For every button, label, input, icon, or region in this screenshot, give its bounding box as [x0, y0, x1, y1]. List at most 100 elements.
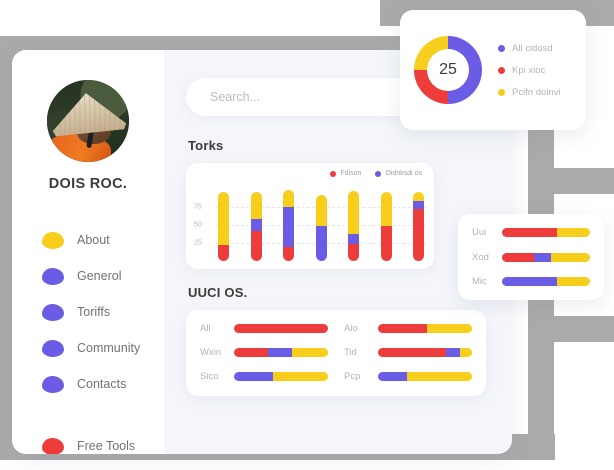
progress-segment: [234, 348, 268, 357]
search-placeholder: Search...: [210, 90, 261, 104]
bar: [218, 191, 229, 261]
progress-track: [234, 324, 328, 333]
legend-label: Kpi xioc: [512, 64, 546, 76]
sidebar-item-label: Toriffs: [77, 305, 111, 319]
progress-row: All: [200, 323, 328, 334]
bar: [283, 190, 294, 261]
progress-segment: [426, 324, 472, 333]
profile-name: DOIS ROC.: [48, 176, 128, 192]
sidebar-item-community[interactable]: Community: [42, 330, 164, 366]
bar: [315, 194, 327, 261]
sidebar-item-free-tools[interactable]: Free Tools: [42, 428, 164, 454]
progress-row-label: Tid: [344, 347, 357, 358]
bar-segment: [283, 190, 294, 208]
donut-chart: 25: [414, 36, 482, 104]
legend-item-fdison: Fdison: [330, 170, 361, 177]
sidebar-item-generol[interactable]: Generol: [42, 258, 164, 294]
bar-segment: [315, 194, 327, 227]
legend-dot-icon: [498, 88, 505, 96]
progress-segment: [407, 372, 472, 381]
donut-legend: All cidosd Kpi xioc Pcifn doinvi: [498, 43, 561, 98]
y-axis-tick-label: 75: [194, 203, 202, 211]
bar-segment: [413, 201, 424, 210]
bar-segment: [250, 191, 262, 220]
progress-row: Uui: [472, 227, 590, 238]
sidebar-item-toriffs[interactable]: Toriffs: [42, 294, 164, 330]
bar-segment: [250, 230, 262, 261]
progress-row: Aio: [344, 323, 472, 334]
progress-segment: [557, 228, 590, 237]
legend-label: Pcifn doinvi: [512, 86, 561, 98]
section-title-torks: Torks: [188, 138, 224, 153]
progress-row: Tid: [344, 347, 472, 358]
progress-track: [502, 277, 590, 286]
generol-blob-icon: [42, 267, 64, 285]
progress-segment: [557, 277, 590, 286]
backdrop-cutout-lower-right: [554, 342, 614, 434]
avatar-container: [12, 80, 164, 162]
bar-segment: [315, 226, 327, 261]
sidebar-nav: About Generol Toriffs Community Contacts: [12, 222, 164, 454]
progress-segment: [502, 228, 558, 237]
toriffs-blob-icon: [42, 303, 64, 321]
progress-track: [502, 228, 590, 237]
progress-segment: [502, 252, 534, 262]
sidebar-item-contacts[interactable]: Contacts: [42, 366, 164, 402]
legend-dot-icon: [375, 170, 382, 177]
progress-segment: [292, 348, 328, 357]
progress-row: Sico: [200, 371, 328, 382]
y-axis-tick-label: 25: [194, 239, 202, 247]
donut-legend-item-pcifn-doinvi: Pcifn doinvi: [498, 87, 561, 98]
donut-legend-item-all-cidosd: All cidosd: [498, 43, 561, 54]
progress-track: [378, 324, 472, 333]
progress-row: Pcp: [344, 371, 472, 382]
donut-chart-card: 25 All cidosd Kpi xioc Pcifn doinvi: [400, 10, 586, 130]
sidebar-spacer: [42, 402, 164, 428]
progress-segment: [267, 348, 293, 357]
bar-segment: [413, 191, 424, 202]
backdrop-shape-mid-right: [528, 168, 614, 194]
progress-segment: [273, 372, 328, 381]
progress-segment: [378, 372, 408, 381]
bar-segment: [413, 209, 424, 261]
mini-progress-row-label: Mic: [472, 276, 487, 287]
progress-segment: [551, 252, 590, 262]
sidebar-item-about[interactable]: About: [42, 222, 164, 258]
legend-label: Oidnksdi os: [385, 170, 422, 177]
progress-segment: [459, 348, 472, 357]
bar-segment: [250, 219, 262, 231]
progress-row: Xod: [472, 252, 590, 263]
progress-segment: [378, 348, 446, 357]
bar: [413, 191, 424, 261]
bar-segment: [380, 191, 392, 227]
avatar: [47, 80, 129, 162]
progress-segment: [378, 324, 427, 333]
donut-center: 25: [427, 49, 469, 91]
progress-track: [378, 372, 472, 381]
bar-segment: [283, 207, 294, 247]
section-title-uuci: UUCI OS.: [188, 285, 248, 300]
mini-progress-row-label: Uui: [472, 227, 487, 238]
progress-row-label: Wxin: [200, 347, 222, 358]
y-axis-tick-label: 50: [194, 221, 202, 229]
bar-segment: [348, 234, 359, 245]
bar: [348, 191, 359, 261]
progress-row-label: Pcp: [344, 371, 361, 382]
progress-segment: [445, 348, 460, 357]
uuci-progress-card: All Aio Wxin Tid Sico Pcp: [186, 310, 486, 396]
community-blob-icon: [42, 339, 64, 357]
bar-segment: [348, 191, 359, 235]
torks-bar-chart-card: Fdison Oidnksdi os 75 50 25: [186, 163, 434, 269]
mini-progress-card: Uui Xod Mic: [458, 214, 604, 300]
legend-label: All cidosd: [512, 42, 553, 54]
donut-center-value: 25: [439, 61, 457, 78]
legend-item-oidnksdi-os: Oidnksdi os: [375, 170, 422, 177]
legend-label: Fdison: [340, 170, 362, 177]
sidebar: DOIS ROC. About Generol Toriffs Communit…: [12, 50, 164, 454]
bar-group: [218, 189, 424, 261]
sidebar-item-label: Contacts: [77, 377, 127, 391]
legend-dot-icon: [498, 44, 505, 52]
progress-segment: [234, 324, 328, 333]
mini-progress-row-label: Xod: [472, 251, 489, 263]
